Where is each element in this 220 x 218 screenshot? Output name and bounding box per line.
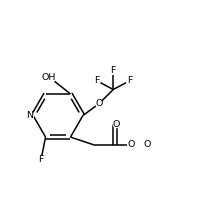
Text: F: F [38,155,44,164]
Text: OH: OH [42,73,56,82]
Text: O: O [127,140,135,149]
Text: F: F [127,76,133,85]
Circle shape [128,141,135,148]
Circle shape [37,156,45,164]
Text: F: F [94,76,99,85]
Circle shape [113,121,120,128]
Text: O: O [143,140,151,149]
Circle shape [92,77,100,85]
Text: F: F [111,66,116,75]
Circle shape [109,66,117,74]
Circle shape [43,72,55,84]
Circle shape [126,77,134,85]
Circle shape [143,141,150,148]
Circle shape [26,112,33,119]
Text: N: N [26,111,33,120]
Text: O: O [113,120,120,129]
Text: O: O [95,99,103,108]
Circle shape [96,100,103,107]
